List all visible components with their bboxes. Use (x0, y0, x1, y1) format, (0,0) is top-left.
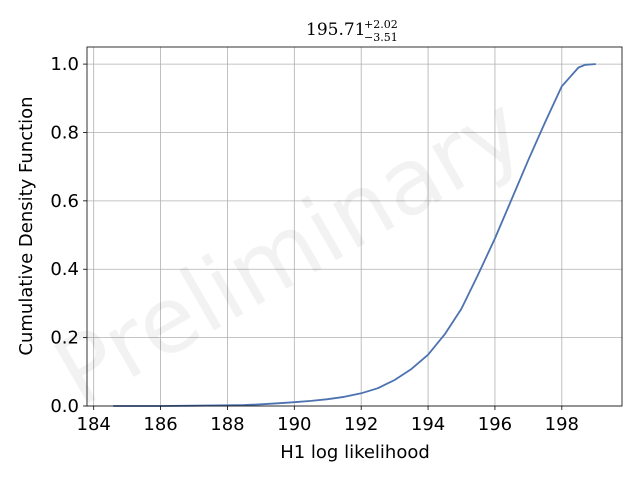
y-tick-label: 0.8 (50, 122, 79, 143)
preliminary-watermark: Preliminary (38, 75, 541, 427)
y-tick-label: 0.0 (50, 396, 79, 417)
plot-frame (86, 46, 623, 407)
x-tick-label: 184 (77, 414, 111, 435)
title-lower-error: −3.51 (364, 31, 398, 44)
x-tick-label: 192 (344, 414, 378, 435)
x-tick-label: 196 (478, 414, 512, 435)
y-tick-label: 0.6 (50, 191, 79, 212)
x-tick-label: 194 (411, 414, 445, 435)
x-tick-label: 188 (210, 414, 244, 435)
y-tick-label: 0.2 (50, 328, 79, 349)
y-tick-label: 1.0 (50, 54, 79, 75)
x-tick-label: 198 (545, 414, 579, 435)
axis-ticks (83, 63, 563, 410)
y-tick-label: 0.4 (50, 259, 79, 280)
title-upper-error: +2.02 (364, 18, 398, 31)
x-tick-label: 190 (277, 414, 311, 435)
title-value: 195.71 (306, 20, 365, 40)
cdf-curve (112, 63, 597, 407)
y-axis-label: Cumulative Density Function (16, 96, 37, 355)
x-axis-label: H1 log likelihood (280, 442, 430, 463)
chart-title: 195.71 +2.02 −3.51 (306, 15, 402, 44)
grid-lines (87, 47, 622, 407)
x-tick-label: 186 (143, 414, 177, 435)
